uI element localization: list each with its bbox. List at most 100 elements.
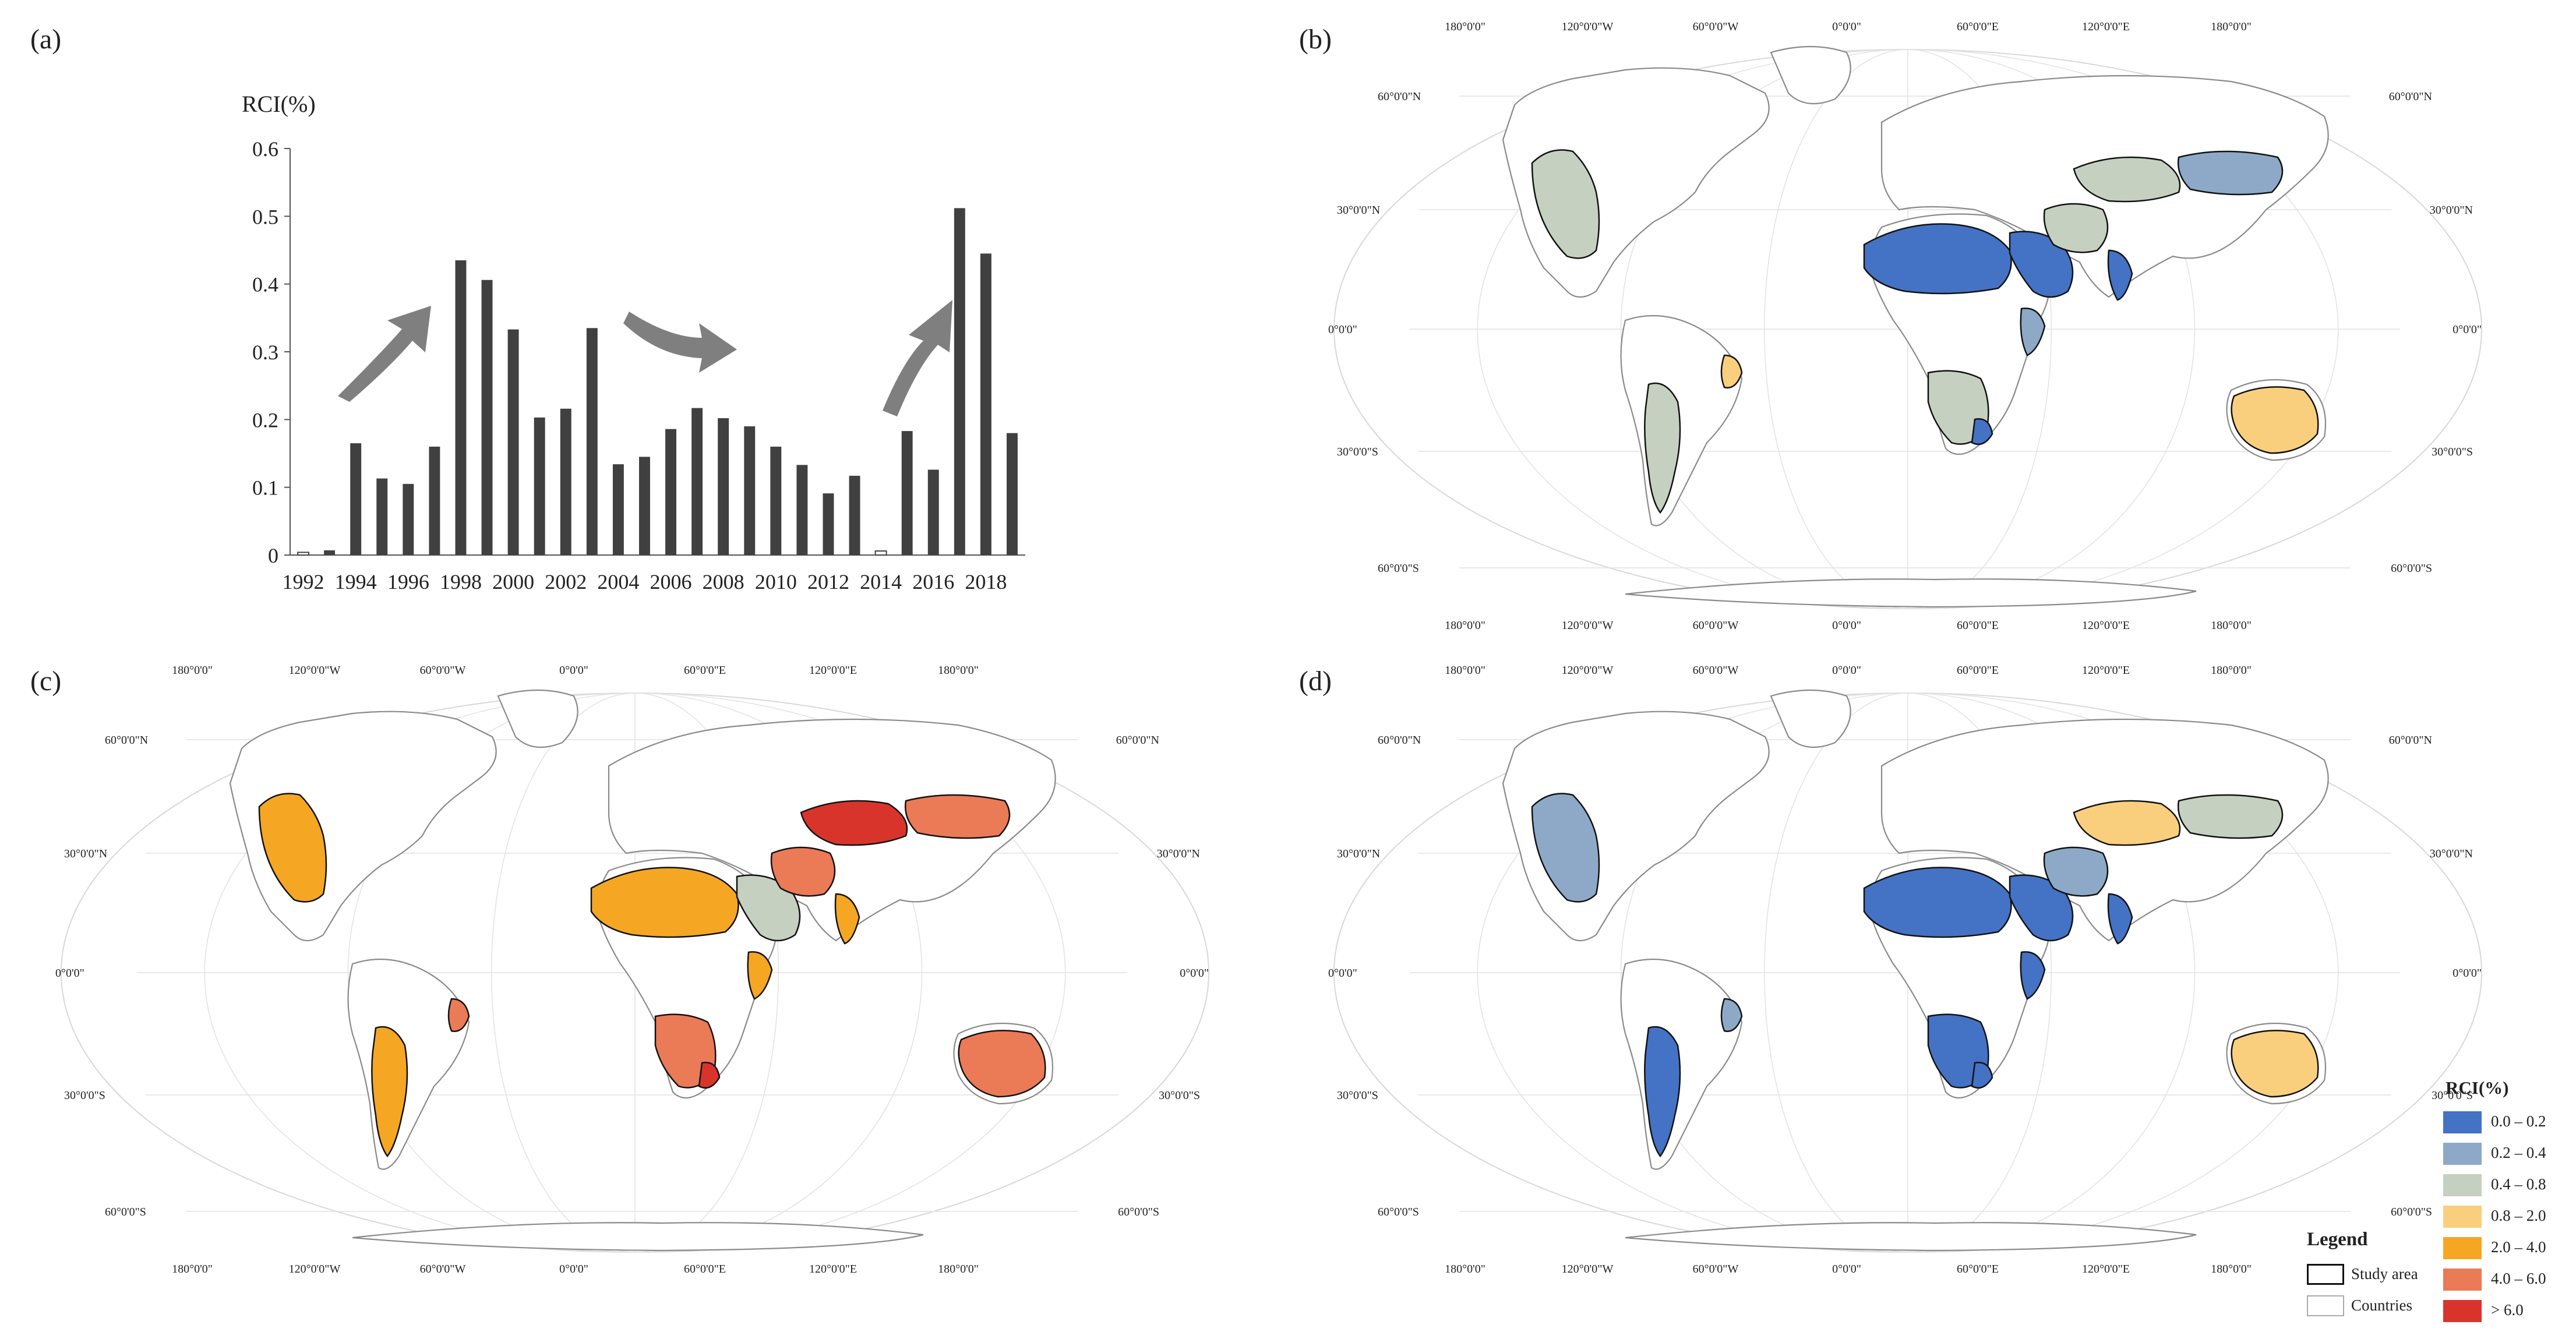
lat-label-right: 0°0'0" — [2453, 323, 2482, 336]
lat-label-left: 30°0'0"S — [1337, 446, 1378, 458]
lat-label-right: 30°0'0"N — [2430, 847, 2473, 860]
bar-2007 — [691, 408, 703, 555]
bar-2006 — [665, 429, 677, 555]
lat-label-right: 60°0'0"S — [1118, 1206, 1159, 1218]
land-south_america — [347, 958, 470, 1170]
legend-swatch-c7 — [2443, 1300, 2482, 1322]
study-region-australia — [2231, 1030, 2319, 1098]
key-legend: Legend Study area Countries — [2307, 1229, 2429, 1328]
lat-label-left: 0°0'0" — [1328, 323, 1357, 336]
lat-label-left: 60°0'0"S — [1378, 562, 1419, 575]
lon-label-top: 60°0'0"W — [420, 664, 466, 677]
lat-label-left: 60°0'0"N — [1378, 734, 1421, 747]
x-tick-label: 2018 — [965, 570, 1007, 593]
lat-label-right: 60°0'0"N — [1116, 734, 1159, 747]
lon-label-top: 180°0'0" — [1445, 20, 1485, 33]
study-region-brazil_ne — [447, 998, 470, 1032]
study-region-australia — [958, 1030, 1046, 1098]
y-tick-label: 0.4 — [252, 273, 278, 296]
bar-1998 — [455, 260, 467, 555]
study-area-swatch — [2307, 1264, 2344, 1285]
lon-label-top: 120°0'0"E — [809, 664, 857, 677]
bar-1996 — [403, 483, 414, 555]
lon-label-top: 0°0'0" — [1832, 20, 1861, 33]
legend-swatch-c1 — [2443, 1111, 2482, 1133]
lon-label-top: 180°0'0" — [172, 664, 213, 677]
lon-label-bottom: 60°0'0"E — [1957, 1263, 1999, 1276]
lat-label-left: 60°0'0"N — [1378, 90, 1421, 103]
bar-2001 — [534, 417, 545, 555]
bar-1993 — [324, 550, 336, 555]
bar-2000 — [507, 329, 519, 555]
study-region-brazil_ne — [1720, 354, 1743, 388]
bar-2017 — [954, 208, 965, 556]
study-region-mongolia — [2177, 150, 2284, 196]
lon-label-top: 180°0'0" — [1445, 664, 1485, 677]
study-region-sahara — [1863, 867, 2012, 938]
lon-label-top: 120°0'0"W — [1562, 20, 1614, 33]
panel-label-d: (d) — [1299, 666, 1332, 697]
bar-2018 — [980, 253, 991, 556]
bar-2011 — [796, 465, 808, 555]
lon-label-bottom: 0°0'0" — [1832, 619, 1861, 632]
y-tick-label: 0.2 — [252, 408, 278, 432]
study-region-iran — [2043, 203, 2109, 253]
y-tick-label: 0.6 — [252, 137, 278, 161]
legend-swatch-c6 — [2443, 1269, 2482, 1291]
bar-1992 — [297, 552, 310, 556]
legend-label-c3: 0.4 – 0.8 — [2491, 1175, 2546, 1193]
land-antarctica — [1625, 578, 2197, 608]
lon-label-bottom: 60°0'0"W — [420, 1263, 466, 1276]
x-tick-label: 2012 — [807, 570, 849, 593]
lat-label-left: 0°0'0" — [1328, 967, 1357, 980]
bar-1997 — [429, 446, 440, 555]
study-region-south_america — [371, 1026, 408, 1158]
study-region-horn — [747, 951, 773, 1000]
lat-label-left: 30°0'0"N — [1337, 204, 1380, 217]
study-region-mongolia — [904, 794, 1011, 839]
bar-1995 — [376, 478, 388, 555]
y-tick-label: 0 — [268, 544, 278, 567]
study-region-arabia — [736, 874, 801, 942]
lon-label-top: 60°0'0"E — [684, 664, 726, 677]
lon-label-bottom: 180°0'0" — [938, 1263, 979, 1276]
study-region-mongolia — [2177, 794, 2284, 839]
map-panel-b: 180°0'0" 180°0'0" 120°0'0"W 120°0'0"W 60°0'0… — [1328, 20, 2482, 632]
lat-label-right: 30°0'0"S — [1159, 1089, 1200, 1102]
study-region-north_america — [1531, 149, 1600, 259]
lat-label-right: 30°0'0"N — [2430, 204, 2473, 217]
legend-label-c1: 0.0 – 0.2 — [2491, 1112, 2546, 1130]
study-region-sahara — [1863, 223, 2012, 295]
legend-label-c7: > 6.0 — [2491, 1301, 2524, 1319]
bar-1999 — [481, 280, 493, 555]
lon-label-top: 120°0'0"E — [2082, 20, 2130, 33]
bar-2008 — [718, 418, 729, 555]
lat-label-right: 30°0'0"S — [2432, 1089, 2473, 1102]
bar-2013 — [849, 475, 860, 555]
trend-arrow-up-1 — [338, 306, 431, 402]
x-tick-label: 1992 — [283, 570, 324, 593]
lon-label-top: 120°0'0"W — [1562, 664, 1614, 677]
lon-label-top: 180°0'0" — [2211, 20, 2252, 33]
land-antarctica — [1625, 1222, 2197, 1252]
legend-swatch-c2 — [2443, 1143, 2482, 1165]
lon-label-top: 180°0'0" — [938, 664, 979, 677]
lat-label-right: 60°0'0"S — [2391, 1206, 2432, 1218]
lon-label-bottom: 120°0'0"E — [2082, 1263, 2130, 1276]
lon-label-bottom: 180°0'0" — [1445, 1263, 1485, 1276]
lon-label-bottom: 60°0'0"W — [1693, 619, 1739, 632]
study-region-south_america — [1644, 1026, 1681, 1158]
study-region-iran — [770, 846, 836, 897]
y-axis-title: RCI(%) — [242, 91, 316, 117]
y-tick-label: 0.1 — [252, 476, 278, 500]
study-region-iran — [2043, 846, 2109, 897]
study-region-central_asia — [2073, 156, 2181, 203]
countries-label: Countries — [2351, 1296, 2412, 1314]
lon-label-top: 0°0'0" — [559, 664, 588, 677]
legend-label-c6: 4.0 – 6.0 — [2491, 1270, 2546, 1287]
lat-label-left: 0°0'0" — [55, 967, 84, 980]
lat-label-left: 60°0'0"N — [105, 734, 148, 747]
x-tick-label: 2016 — [912, 570, 954, 593]
lon-label-bottom: 60°0'0"W — [1693, 1263, 1739, 1276]
lon-label-bottom: 60°0'0"E — [1957, 619, 1999, 632]
